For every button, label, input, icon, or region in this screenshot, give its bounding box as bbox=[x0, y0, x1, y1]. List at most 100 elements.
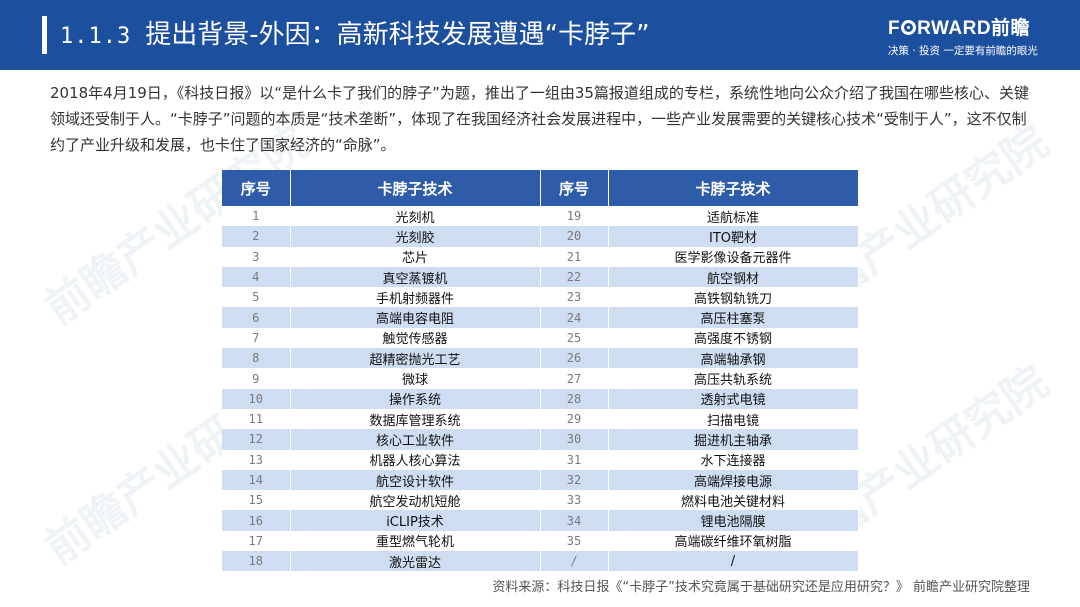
table-row: 5 手机射频器件 23 高铁钢轨铣刀 bbox=[222, 287, 859, 308]
row-index: 25 bbox=[540, 327, 609, 349]
row-index: 26 bbox=[540, 348, 609, 369]
tech-name: 数据库管理系统 bbox=[290, 408, 541, 430]
tech-name: iCLIP技术 bbox=[290, 510, 541, 531]
header-index: 序号 bbox=[222, 170, 291, 206]
row-index: 23 bbox=[540, 287, 609, 308]
tech-name: 透射式电镜 bbox=[608, 388, 859, 409]
table-header-row: 序号 卡脖子技术 序号 卡脖子技术 bbox=[222, 170, 859, 206]
header-index: 序号 bbox=[540, 170, 609, 206]
tech-name: 掘进机主轴承 bbox=[608, 429, 859, 450]
row-index: / bbox=[540, 551, 609, 572]
row-index: 2 bbox=[222, 226, 291, 247]
choke-point-tech-table: 序号 卡脖子技术 序号 卡脖子技术 1 光刻机 19 适航标准 2 光刻胶 20 ITO靶材 3… bbox=[222, 170, 859, 572]
row-index: 10 bbox=[222, 388, 291, 409]
tech-name: 高端轴承钢 bbox=[608, 348, 859, 369]
logo-o-icon bbox=[901, 20, 917, 35]
source-note: 资料来源：科技日报《“卡脖子”技术究竟属于基础研究还是应用研究？》 前瞻产业研究… bbox=[492, 580, 1030, 595]
table-row: 4 真空蒸镀机 22 航空钢材 bbox=[222, 266, 859, 288]
tech-name: 手机射频器件 bbox=[290, 287, 541, 308]
row-index: 18 bbox=[222, 551, 291, 572]
table-row: 2 光刻胶 20 ITO靶材 bbox=[222, 226, 859, 247]
row-index: 4 bbox=[222, 266, 291, 288]
table-row: 15 航空发动机短舱 33 燃料电池关键材料 bbox=[222, 490, 859, 511]
tech-name: 重型燃气轮机 bbox=[290, 530, 541, 552]
row-index: 17 bbox=[222, 530, 291, 552]
row-index: 29 bbox=[540, 408, 609, 430]
table-row: 13 机器人核心算法 31 水下连接器 bbox=[222, 449, 859, 470]
row-index: 22 bbox=[540, 266, 609, 288]
logo-tagline: 决策 · 投资 一定要有前瞻的眼光 bbox=[888, 45, 1038, 57]
row-index: 31 bbox=[540, 449, 609, 470]
row-index: 20 bbox=[540, 226, 609, 247]
tech-name: 高压柱塞泵 bbox=[608, 307, 859, 328]
table-row: 11 数据库管理系统 29 扫描电镜 bbox=[222, 408, 859, 430]
row-index: 21 bbox=[540, 246, 609, 267]
row-index: 33 bbox=[540, 490, 609, 511]
table-row: 9 微球 27 高压共轨系统 bbox=[222, 368, 859, 389]
row-index: 32 bbox=[540, 469, 609, 491]
table-row: 10 操作系统 28 透射式电镜 bbox=[222, 388, 859, 409]
tech-name: 核心工业软件 bbox=[290, 429, 541, 450]
tech-name: 光刻胶 bbox=[290, 226, 541, 247]
row-index: 1 bbox=[222, 206, 291, 227]
table-row: 17 重型燃气轮机 35 高端碳纤维环氧树脂 bbox=[222, 530, 859, 552]
table-row: 14 航空设计软件 32 高端焊接电源 bbox=[222, 469, 859, 491]
row-index: 16 bbox=[222, 510, 291, 531]
tech-name: 航空设计软件 bbox=[290, 469, 541, 491]
row-index: 35 bbox=[540, 530, 609, 552]
header-accent-bar bbox=[42, 16, 47, 54]
row-index: 27 bbox=[540, 368, 609, 389]
tech-name: 真空蒸镀机 bbox=[290, 266, 541, 288]
tech-name: 高强度不锈钢 bbox=[608, 327, 859, 349]
tech-name: 医学影像设备元器件 bbox=[608, 246, 859, 267]
row-index: 8 bbox=[222, 348, 291, 369]
tech-name: / bbox=[608, 551, 859, 572]
tech-name: 机器人核心算法 bbox=[290, 449, 541, 470]
tech-name: 高压共轨系统 bbox=[608, 368, 859, 389]
tech-name: 锂电池隔膜 bbox=[608, 510, 859, 531]
section-number: 1.1.3 bbox=[60, 24, 132, 49]
logo-wordmark-end: RWARD前瞻 bbox=[917, 18, 1031, 39]
row-index: 13 bbox=[222, 449, 291, 470]
row-index: 30 bbox=[540, 429, 609, 450]
logo-wordmark-start: F bbox=[888, 18, 901, 39]
tech-name: 高端焊接电源 bbox=[608, 469, 859, 491]
header-tech: 卡脖子技术 bbox=[290, 170, 541, 206]
row-index: 24 bbox=[540, 307, 609, 328]
tech-name: 触觉传感器 bbox=[290, 327, 541, 349]
row-index: 6 bbox=[222, 307, 291, 328]
tech-name: 激光雷达 bbox=[290, 551, 541, 572]
tech-name: 燃料电池关键材料 bbox=[608, 490, 859, 511]
tech-name: 高铁钢轨铣刀 bbox=[608, 287, 859, 308]
row-index: 28 bbox=[540, 388, 609, 409]
tech-name: 高端碳纤维环氧树脂 bbox=[608, 530, 859, 552]
tech-name: 微球 bbox=[290, 368, 541, 389]
tech-name: 扫描电镜 bbox=[608, 408, 859, 430]
table-row: 7 触觉传感器 25 高强度不锈钢 bbox=[222, 327, 859, 349]
tech-name: ITO靶材 bbox=[608, 226, 859, 247]
row-index: 12 bbox=[222, 429, 291, 450]
slide-header: 1.1.3 提出背景-外因：高新科技发展遭遇“卡脖子” F RWARD前瞻 决策 ·… bbox=[0, 0, 1080, 70]
tech-name: 超精密抛光工艺 bbox=[290, 348, 541, 369]
table-row: 3 芯片 21 医学影像设备元器件 bbox=[222, 246, 859, 267]
table-row: 16 iCLIP技术 34 锂电池隔膜 bbox=[222, 510, 859, 531]
tech-name: 操作系统 bbox=[290, 388, 541, 409]
table-row: 6 高端电容电阻 24 高压柱塞泵 bbox=[222, 307, 859, 328]
row-index: 19 bbox=[540, 206, 609, 227]
table-row: 18 激光雷达 / / bbox=[222, 551, 859, 572]
slide-title: 1.1.3 提出背景-外因：高新科技发展遭遇“卡脖子” bbox=[60, 17, 650, 53]
row-index: 5 bbox=[222, 287, 291, 308]
tech-name: 适航标准 bbox=[608, 206, 859, 227]
forward-logo: F RWARD前瞻 决策 · 投资 一定要有前瞻的眼光 bbox=[888, 13, 1038, 58]
header-tech: 卡脖子技术 bbox=[608, 170, 859, 206]
logo-wordmark: F RWARD前瞻 bbox=[888, 13, 1038, 40]
row-index: 7 bbox=[222, 327, 291, 349]
row-index: 9 bbox=[222, 368, 291, 389]
tech-name: 航空发动机短舱 bbox=[290, 490, 541, 511]
tech-name: 高端电容电阻 bbox=[290, 307, 541, 328]
row-index: 14 bbox=[222, 469, 291, 491]
row-index: 11 bbox=[222, 408, 291, 430]
tech-name: 水下连接器 bbox=[608, 449, 859, 470]
title-text: 提出背景-外因：高新科技发展遭遇“卡脖子” bbox=[145, 20, 650, 50]
row-index: 15 bbox=[222, 490, 291, 511]
